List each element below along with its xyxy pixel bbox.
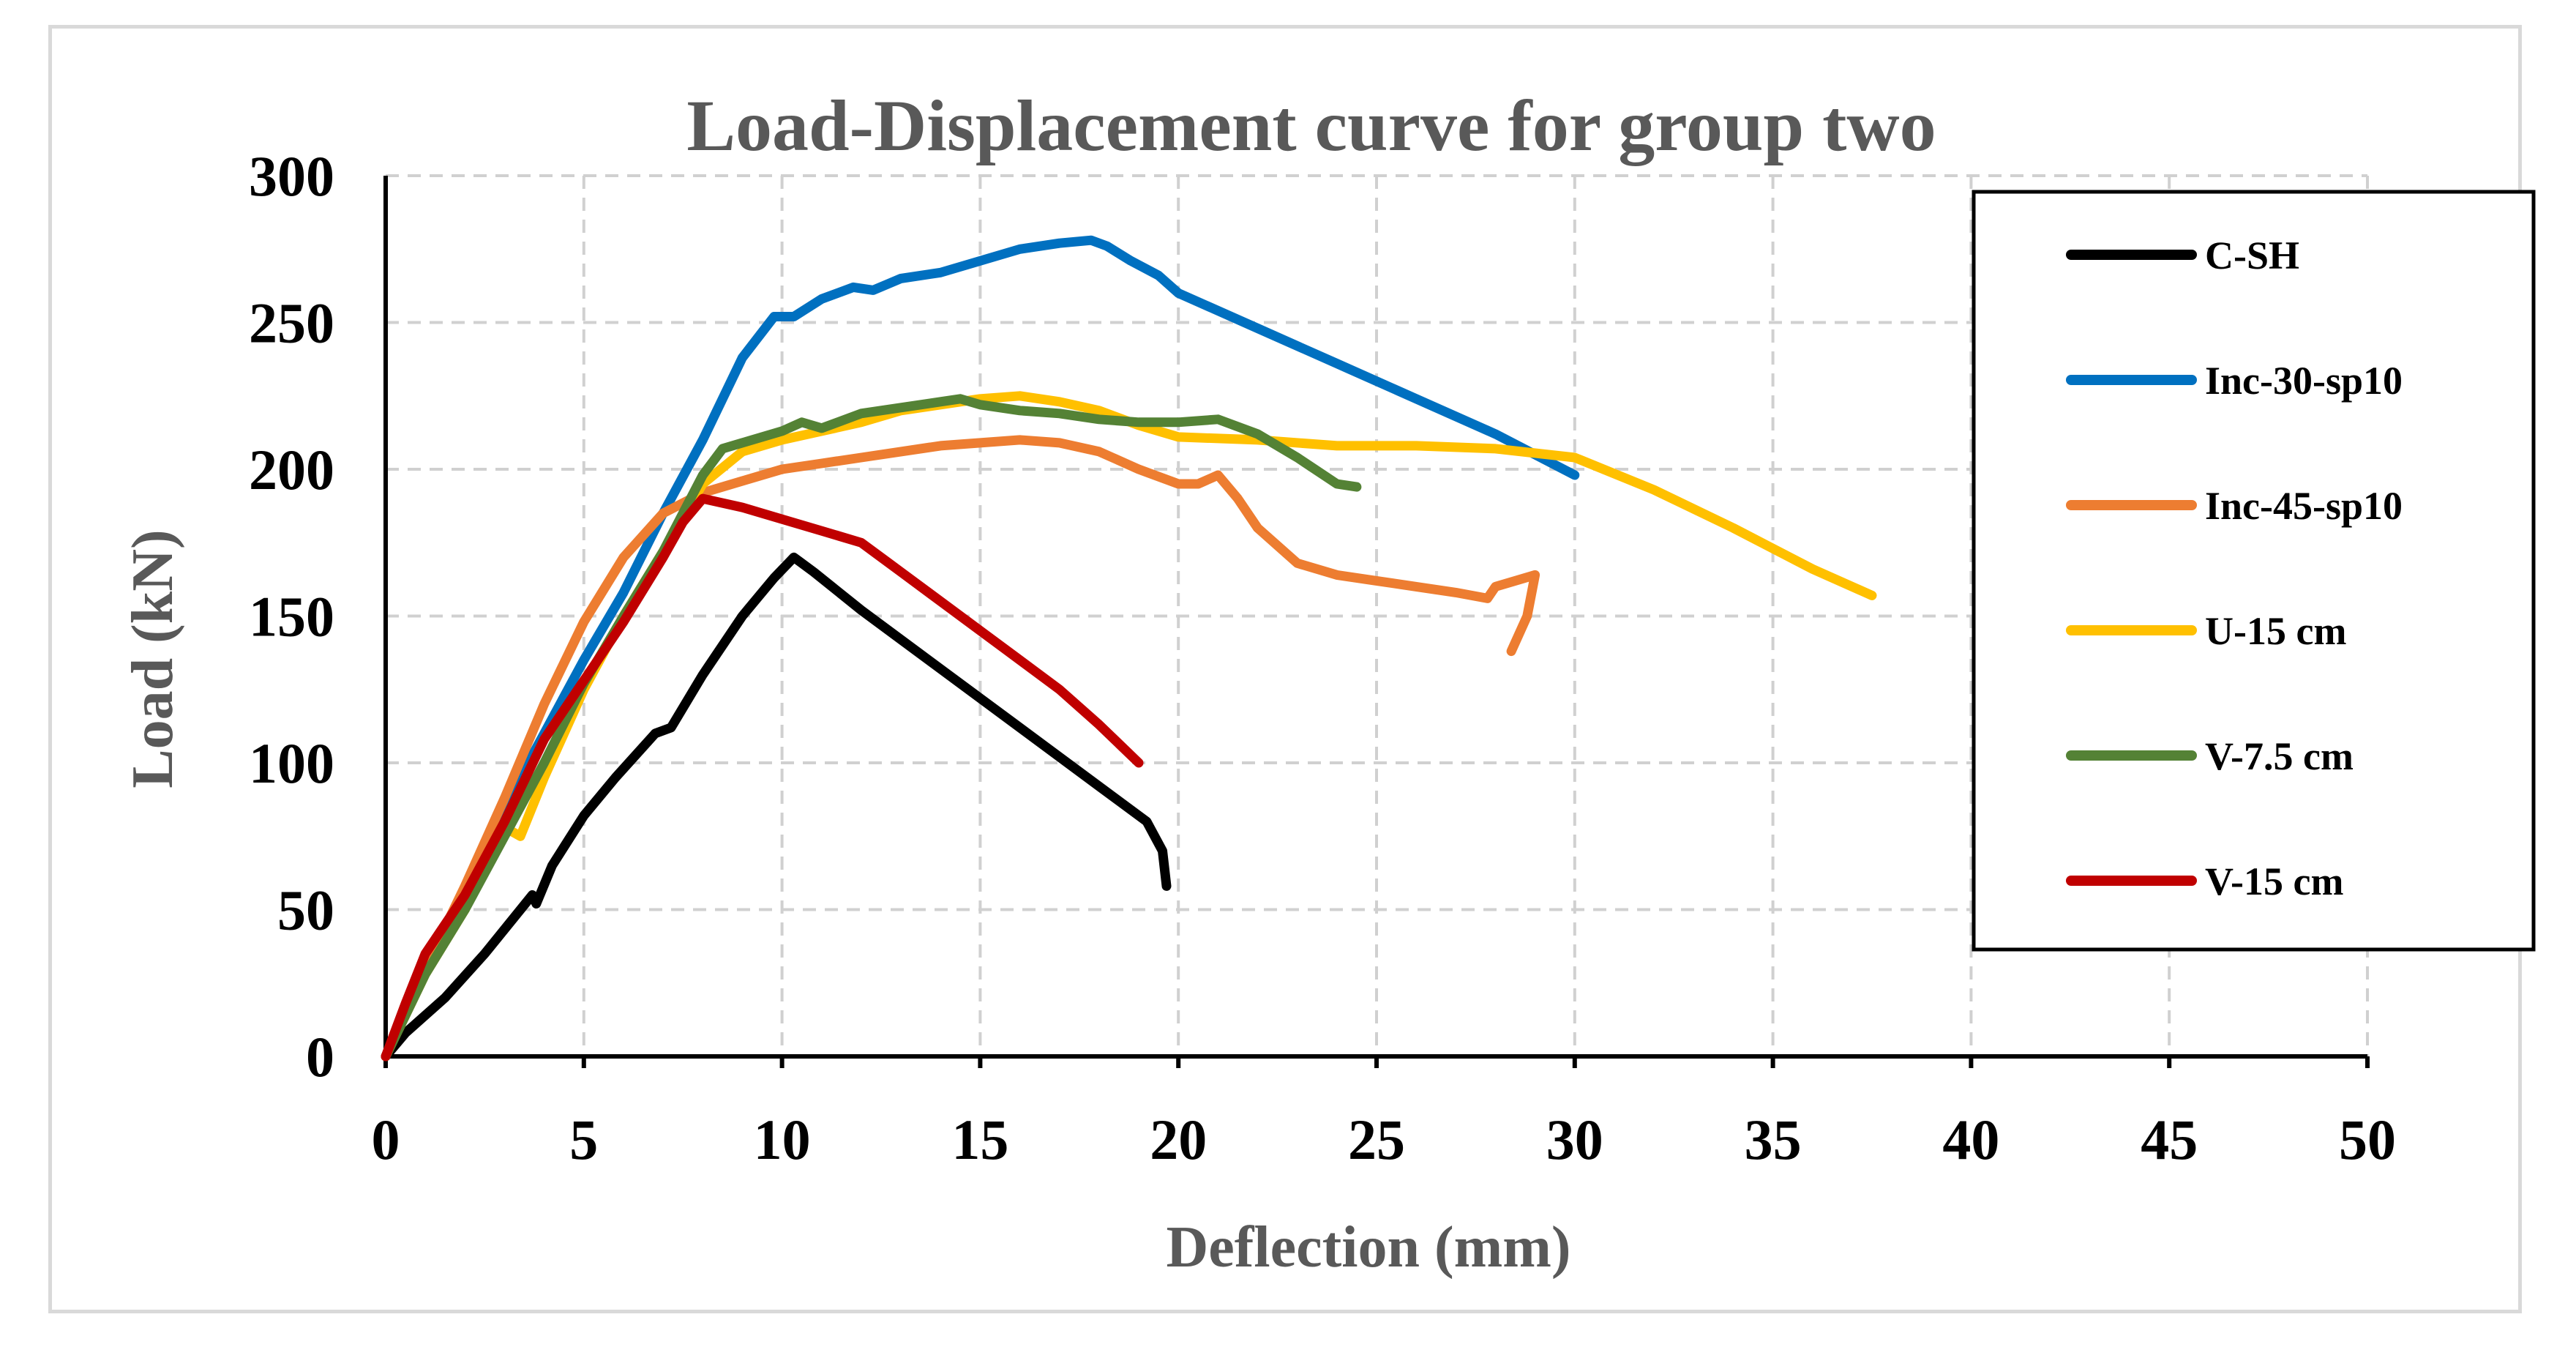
legend: C-SH Inc-30-sp10 Inc-45-sp10 U-15 cm V-7.5 c… bbox=[1972, 190, 2536, 952]
y-tick-label: 200 bbox=[249, 438, 334, 501]
x-axis-title: Deflection (mm) bbox=[1166, 1215, 1570, 1280]
legend-label: Inc-30-sp10 bbox=[2205, 359, 2403, 403]
legend-label: V-7.5 cm bbox=[2205, 734, 2354, 778]
series-line-inc-30-sp10 bbox=[381, 235, 1580, 1062]
x-tick-label: 10 bbox=[754, 1108, 811, 1171]
legend-label: Inc-45-sp10 bbox=[2205, 484, 2403, 528]
axis-layer: 0 50 100 150 200 250 300 0 5 10 15 20 25 30 35 40 45 50 bbox=[249, 144, 2396, 1171]
series-layer bbox=[381, 235, 1877, 1062]
series-line-c-sh bbox=[381, 552, 1172, 1062]
legend-items: C-SH Inc-30-sp10 Inc-45-sp10 U-15 cm V-7.5 c… bbox=[2066, 234, 2403, 903]
x-tick-label: 50 bbox=[2339, 1108, 2396, 1171]
x-tick-label: 20 bbox=[1150, 1108, 1207, 1171]
series-line-u-15-cm bbox=[381, 391, 1877, 1062]
x-tick-label: 40 bbox=[1942, 1108, 1999, 1171]
y-tick-label: 50 bbox=[277, 878, 334, 942]
legend-box bbox=[1972, 190, 2536, 952]
y-tick-label: 0 bbox=[306, 1025, 334, 1089]
x-tick-label: 5 bbox=[569, 1108, 598, 1171]
y-tick-label: 150 bbox=[249, 585, 334, 649]
x-tick-label: 45 bbox=[2141, 1108, 2198, 1171]
y-tick-label: 250 bbox=[249, 291, 334, 355]
x-tick-label: 35 bbox=[1745, 1108, 1802, 1171]
y-tick-label: 300 bbox=[249, 144, 334, 208]
x-tick-label: 25 bbox=[1348, 1108, 1405, 1171]
chart-title: Load-Displacement curve for group two bbox=[686, 85, 1936, 166]
legend-label: C-SH bbox=[2205, 234, 2299, 277]
series-line-v-15-cm bbox=[381, 493, 1144, 1062]
y-tick-label: 100 bbox=[249, 731, 334, 795]
series-line-v-7-5-cm bbox=[381, 394, 1362, 1062]
legend-label: V-15 cm bbox=[2205, 859, 2343, 903]
series-line-inc-45-sp10 bbox=[381, 435, 1540, 1062]
legend-label: U-15 cm bbox=[2205, 609, 2346, 653]
x-tick-label: 15 bbox=[951, 1108, 1008, 1171]
x-tick-label: 30 bbox=[1546, 1108, 1603, 1171]
y-axis-title: Load (kN) bbox=[121, 529, 185, 788]
x-tick-label: 0 bbox=[372, 1108, 400, 1171]
